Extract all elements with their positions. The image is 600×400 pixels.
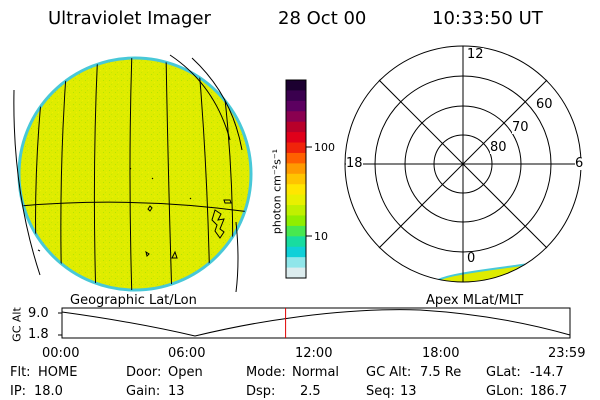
- footer-glat-label: GLat:: [486, 365, 521, 380]
- footer-ip-value: 18.0: [34, 384, 63, 399]
- alt-label-high: 9.0: [28, 306, 49, 321]
- footer-gain-label: Gain:: [126, 384, 161, 399]
- colorbar-scale: [286, 80, 306, 279]
- earth-disk: [19, 58, 251, 290]
- image-date: 28 Oct 00: [278, 8, 367, 29]
- footer-mode-value: Normal: [292, 365, 340, 380]
- footer-dsp-label: Dsp:: [246, 384, 276, 399]
- colorbar-swatch: [286, 205, 306, 217]
- time-tick-0600: 06:00: [168, 346, 206, 361]
- footer-seq-label: Seq:: [366, 384, 395, 399]
- footer-mode-label: Mode:: [246, 365, 286, 380]
- mlt-label-6: 6: [575, 156, 584, 171]
- mlt-label-18: 18: [346, 156, 363, 171]
- footer-door-value: Open: [168, 365, 203, 380]
- colorbar-swatch: [286, 80, 306, 92]
- colorbar-swatch: [286, 236, 306, 248]
- footer-gcalt-label: GC Alt:: [366, 365, 412, 380]
- altitude-axis-label: GC Alt: [10, 307, 24, 342]
- colorbar-swatch: [286, 142, 306, 154]
- colorbar-swatch: [286, 90, 306, 102]
- colorbar-swatch: [286, 132, 306, 144]
- colorbar-swatch: [286, 173, 306, 185]
- colorbar-swatch: [286, 100, 306, 112]
- earth-limb: [17, 56, 253, 292]
- colorbar-label-10: 10: [314, 230, 328, 243]
- footer-flt-value: HOME: [38, 365, 78, 380]
- footer-gcalt-value: 7.5 Re: [420, 365, 462, 380]
- mlat-label-70: 70: [512, 120, 529, 135]
- footer-glon-label: GLon:: [486, 384, 524, 399]
- time-tick-0000: 00:00: [42, 346, 80, 361]
- polar-diagonal-2: [378, 79, 548, 249]
- altitude-curve: [61, 309, 571, 337]
- time-tick-1800: 18:00: [422, 346, 460, 361]
- footer-flt-label: Flt:: [10, 365, 31, 380]
- colorbar-swatch: [286, 246, 306, 258]
- colorbar-swatch: [286, 184, 306, 196]
- colorbar-swatch: [286, 267, 306, 279]
- colorbar-swatch: [286, 257, 306, 269]
- footer-glat-value: -14.7: [530, 365, 564, 380]
- colorbar-frame: [285, 79, 307, 279]
- colorbar-swatch: [286, 121, 306, 133]
- mlat-label-60: 60: [536, 97, 553, 112]
- colorbar-swatch: [286, 225, 306, 237]
- colorbar-swatch: [286, 194, 306, 206]
- coastlines: [37, 167, 232, 259]
- colorbar-swatch: [286, 111, 306, 123]
- footer-ip-label: IP:: [10, 384, 27, 399]
- footer-gain-value: 13: [168, 384, 185, 399]
- colorbar-swatch: [286, 163, 306, 175]
- alt-label-low: 1.8: [28, 327, 49, 342]
- image-time: 10:33:50 UT: [432, 8, 543, 29]
- colorbar-swatch: [286, 215, 306, 227]
- footer-seq-value: 13: [400, 384, 417, 399]
- grid-overhang: [13, 54, 243, 293]
- mlt-label-12: 12: [467, 47, 484, 62]
- footer-glon-value: 186.7: [530, 384, 568, 399]
- colorbar-label-100: 100: [314, 141, 335, 154]
- time-tick-2359: 23:59: [548, 346, 586, 361]
- colorbar-swatch: [286, 152, 306, 164]
- footer-dsp-value: 2.5: [300, 384, 321, 399]
- geographic-caption: Geographic Lat/Lon: [70, 293, 197, 308]
- altitude-frame: [61, 307, 571, 339]
- footer-door-label: Door:: [126, 365, 162, 380]
- instrument-title: Ultraviolet Imager: [48, 8, 211, 29]
- mlat-label-80: 80: [490, 140, 507, 155]
- magnetic-caption: Apex MLat/MLT: [426, 293, 524, 308]
- mlt-label-0: 0: [467, 251, 476, 266]
- time-tick-1200: 12:00: [295, 346, 333, 361]
